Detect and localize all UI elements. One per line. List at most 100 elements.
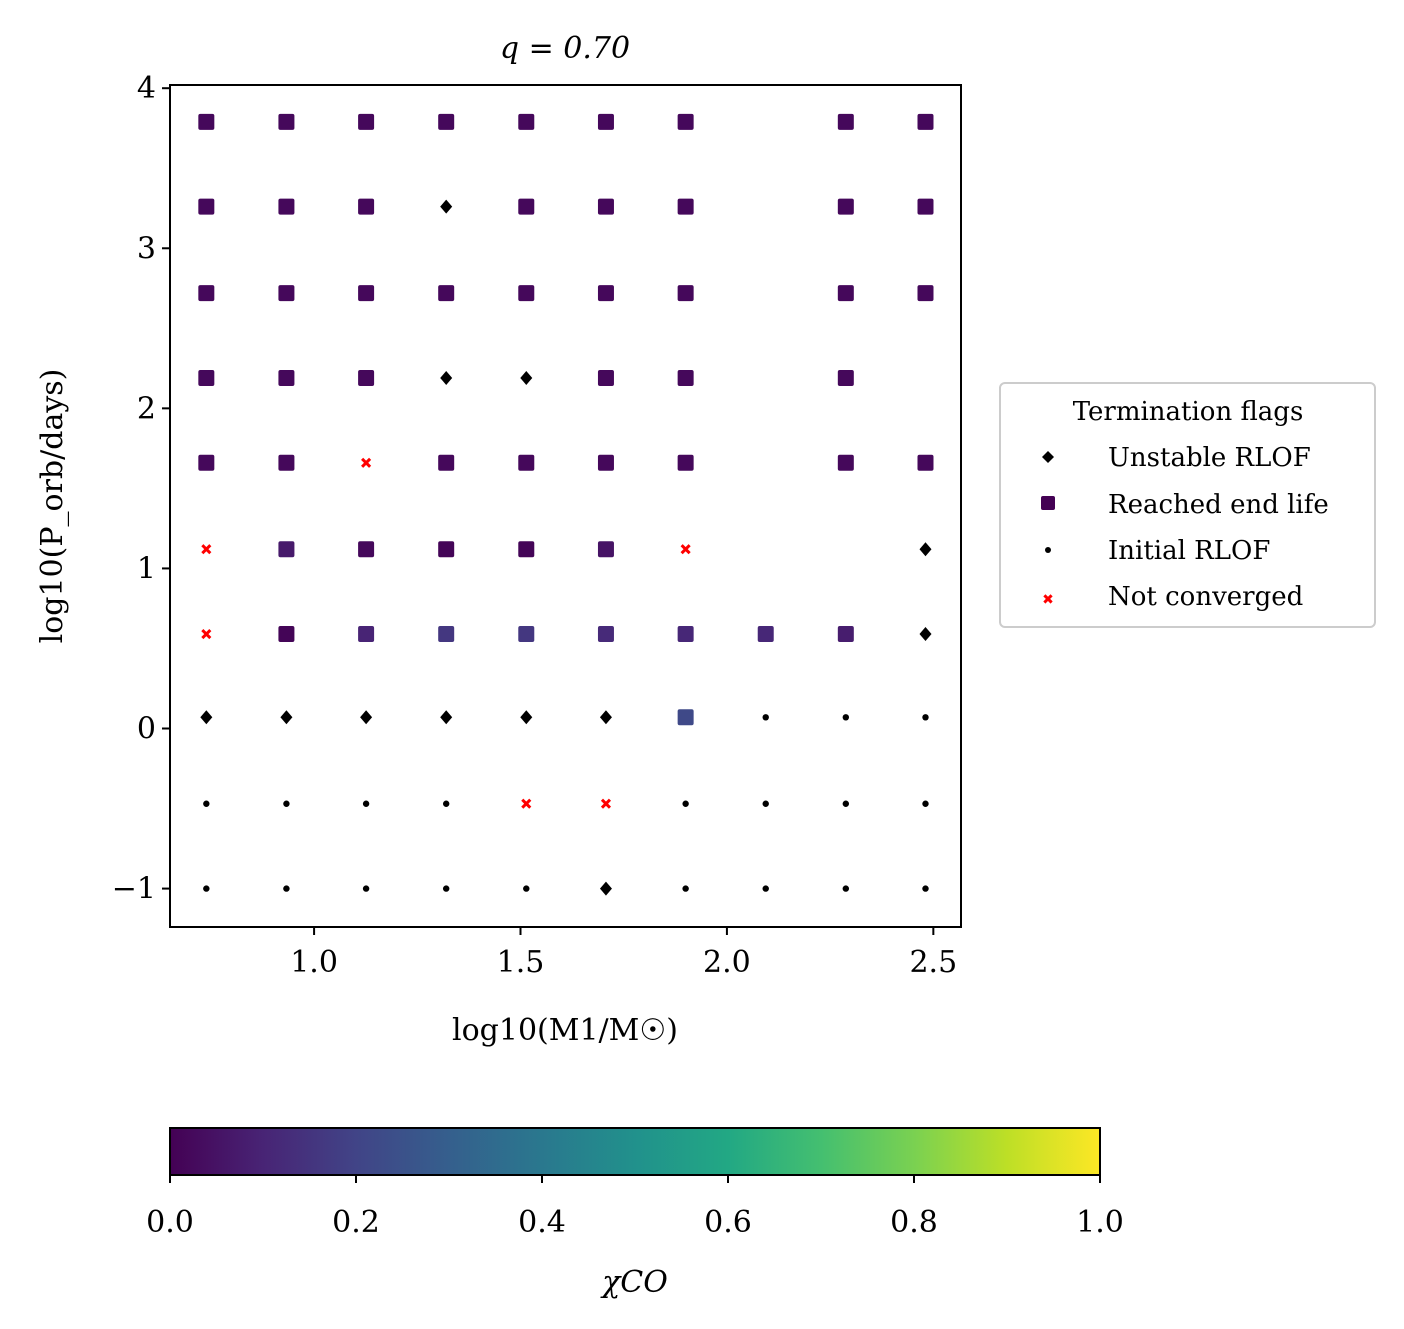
colorbar-tick-label: 0.8 xyxy=(890,1205,938,1240)
point-reached-end-life xyxy=(597,541,614,558)
x-axis-label: log10(M1/M☉) xyxy=(452,1013,678,1048)
point-reached-end-life xyxy=(518,454,535,471)
point-reached-end-life xyxy=(438,285,455,302)
point-initial-rlof xyxy=(362,885,370,892)
point-not-converged xyxy=(521,798,532,809)
point-reached-end-life xyxy=(917,113,934,130)
x-tick-label: 1.5 xyxy=(497,945,545,980)
legend: Termination flags Unstable RLOF Reached … xyxy=(999,382,1376,628)
point-not-converged xyxy=(201,544,212,555)
point-reached-end-life xyxy=(518,626,535,643)
point-reached-end-life xyxy=(837,285,854,302)
point-reached-end-life xyxy=(677,113,694,130)
colorbar-tick-label: 0.6 xyxy=(704,1205,752,1240)
point-initial-rlof xyxy=(842,885,850,892)
point-reached-end-life xyxy=(438,454,455,471)
plot-frame xyxy=(169,84,962,928)
legend-entry: Initial RLOF xyxy=(1108,536,1270,566)
point-initial-rlof xyxy=(442,885,450,892)
point-initial-rlof xyxy=(922,885,929,892)
y-tick-label: −1 xyxy=(112,872,156,907)
point-reached-end-life xyxy=(917,285,934,302)
colorbar-label: χCO xyxy=(600,1265,668,1300)
point-reached-end-life xyxy=(278,369,295,386)
point-reached-end-life xyxy=(278,541,295,558)
y-tick-label: 0 xyxy=(137,712,156,747)
point-unstable-rlof xyxy=(599,881,612,896)
point-reached-end-life xyxy=(278,454,295,471)
chart-title: q = 0.70 xyxy=(500,31,630,66)
point-initial-rlof xyxy=(842,800,850,807)
x-tick-label: 2.5 xyxy=(909,945,957,980)
legend-entry: Unstable RLOF xyxy=(1108,443,1311,473)
point-initial-rlof xyxy=(523,885,530,892)
legend-title: Termination flags xyxy=(1073,397,1304,427)
point-reached-end-life xyxy=(438,113,455,130)
point-reached-end-life xyxy=(198,198,215,215)
point-unstable-rlof xyxy=(520,710,533,725)
point-not-converged xyxy=(201,629,212,640)
point-initial-rlof xyxy=(762,885,769,892)
colorbar-tick-label: 0.0 xyxy=(146,1205,194,1240)
point-reached-end-life xyxy=(677,369,694,386)
point-initial-rlof xyxy=(203,800,210,807)
point-reached-end-life xyxy=(677,198,694,215)
colorbar-tick-label: 1.0 xyxy=(1076,1205,1124,1240)
y-tick-label: 4 xyxy=(137,71,156,106)
point-reached-end-life xyxy=(677,285,694,302)
point-reached-end-life xyxy=(278,113,295,130)
point-reached-end-life xyxy=(358,198,375,215)
point-reached-end-life xyxy=(597,198,614,215)
y-tick-label: 2 xyxy=(137,391,156,426)
point-reached-end-life xyxy=(677,709,694,726)
point-reached-end-life xyxy=(358,285,375,302)
point-initial-rlof xyxy=(283,800,290,807)
point-reached-end-life xyxy=(358,369,375,386)
point-reached-end-life xyxy=(597,369,614,386)
point-reached-end-life xyxy=(837,454,854,471)
point-reached-end-life xyxy=(198,285,215,302)
point-not-converged xyxy=(680,544,691,555)
x-tick-label: 2.0 xyxy=(703,945,751,980)
point-reached-end-life xyxy=(677,626,694,643)
point-reached-end-life xyxy=(837,113,854,130)
point-initial-rlof xyxy=(283,885,290,892)
legend-entry: Reached end life xyxy=(1108,490,1329,520)
point-reached-end-life xyxy=(917,454,934,471)
point-reached-end-life xyxy=(198,369,215,386)
point-unstable-rlof xyxy=(919,542,932,557)
point-not-converged xyxy=(361,457,372,468)
point-unstable-rlof xyxy=(440,710,453,725)
x-tick-label: 1.0 xyxy=(290,945,338,980)
point-reached-end-life xyxy=(917,198,934,215)
point-initial-rlof xyxy=(682,885,689,892)
point-initial-rlof xyxy=(762,800,769,807)
point-reached-end-life xyxy=(757,626,774,643)
point-reached-end-life xyxy=(358,626,375,643)
point-unstable-rlof xyxy=(200,710,213,725)
point-reached-end-life xyxy=(597,285,614,302)
y-tick-label: 3 xyxy=(137,231,156,266)
point-reached-end-life xyxy=(518,113,535,130)
point-reached-end-life xyxy=(438,626,455,643)
point-reached-end-life xyxy=(358,113,375,130)
point-initial-rlof xyxy=(682,800,689,807)
point-unstable-rlof xyxy=(440,370,453,385)
point-reached-end-life xyxy=(837,198,854,215)
point-initial-rlof xyxy=(922,800,929,807)
point-reached-end-life xyxy=(518,541,535,558)
point-reached-end-life xyxy=(677,454,694,471)
colorbar xyxy=(169,1127,1101,1176)
legend-marker-not-converged: ✖ xyxy=(1042,592,1054,608)
point-unstable-rlof xyxy=(440,199,453,214)
point-not-converged xyxy=(600,798,612,809)
point-reached-end-life xyxy=(597,113,614,130)
point-initial-rlof xyxy=(442,800,450,807)
point-initial-rlof xyxy=(762,714,769,721)
point-initial-rlof xyxy=(203,885,210,892)
point-initial-rlof xyxy=(842,714,850,721)
point-reached-end-life xyxy=(518,285,535,302)
y-axis-label: log10(P_orb/days) xyxy=(35,369,70,644)
point-reached-end-life xyxy=(358,541,375,558)
